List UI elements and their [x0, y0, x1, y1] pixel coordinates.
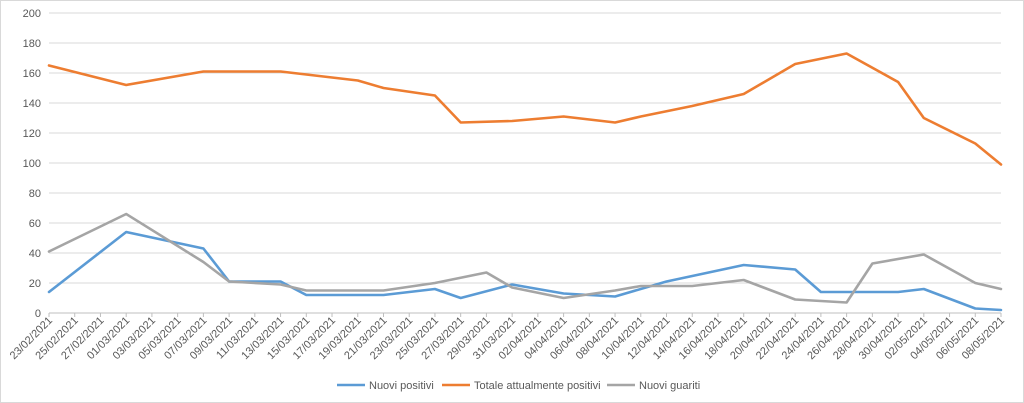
- legend-label: Totale attualmente positivi: [474, 380, 601, 392]
- y-tick-label: 20: [29, 278, 41, 290]
- y-tick-label: 160: [23, 68, 41, 80]
- legend-item-1: Nuovi positivi: [337, 380, 434, 392]
- x-axis: 23/02/202125/02/202127/02/202101/03/2021…: [8, 313, 1007, 362]
- y-tick-label: 140: [23, 98, 41, 110]
- y-axis: 0 20 40 60 80 100 120 140 160 180 200: [23, 8, 41, 320]
- legend-label: Nuovi guariti: [639, 380, 700, 392]
- legend-item-2: Totale attualmente positivi: [442, 380, 601, 392]
- y-tick-label: 200: [23, 8, 41, 20]
- series-line-2: [47, 52, 1003, 166]
- legend-label: Nuovi positivi: [369, 380, 434, 392]
- gridlines: [49, 12, 1001, 314]
- y-tick-label: 80: [29, 188, 41, 200]
- legend: Nuovi positivi Totale attualmente positiv…: [337, 380, 700, 392]
- legend-item-3: Nuovi guariti: [607, 380, 700, 392]
- y-tick-label: 180: [23, 38, 41, 50]
- y-tick-label: 0: [35, 308, 41, 320]
- series-line-1: [47, 230, 1003, 312]
- series-line-3: [47, 212, 1003, 304]
- y-tick-label: 120: [23, 128, 41, 140]
- series-lines: [47, 52, 1003, 312]
- y-tick-label: 100: [23, 158, 41, 170]
- y-tick-label: 40: [29, 248, 41, 260]
- y-tick-label: 60: [29, 218, 41, 230]
